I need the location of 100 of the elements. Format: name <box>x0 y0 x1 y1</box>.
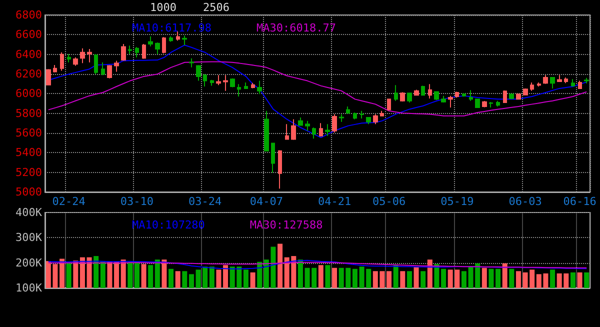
candlestick <box>114 60 119 72</box>
candlestick <box>94 54 98 75</box>
candlestick <box>564 76 568 84</box>
candlestick <box>503 90 507 104</box>
candlestick <box>312 126 316 140</box>
candlestick <box>319 122 323 137</box>
y-tick-label: 5800 <box>16 106 42 120</box>
x-tick-label: 05-19 <box>440 195 474 208</box>
candlestick <box>60 52 64 72</box>
candlestick <box>203 74 207 87</box>
candlestick <box>360 110 364 120</box>
text: 1000 <box>150 1 176 14</box>
candlestick <box>271 142 275 174</box>
candlestick <box>537 82 541 87</box>
x-tick-label: 04-07 <box>250 195 283 208</box>
candlestick <box>550 76 555 89</box>
candlestick <box>387 98 391 111</box>
series-label: MA10:6117.98 <box>132 22 212 34</box>
text: MA10:107280 <box>132 218 205 232</box>
candlestick <box>264 110 269 152</box>
candlestick <box>394 84 398 102</box>
candlestick <box>237 84 241 98</box>
y-tick-label: 200K <box>16 256 42 270</box>
candlestick <box>73 56 78 66</box>
candlestick <box>107 64 112 79</box>
text: MA30:127588 <box>250 218 323 232</box>
candlestick <box>182 35 187 46</box>
candlestick <box>339 114 344 122</box>
x-tick-label: 06-03 <box>508 195 542 208</box>
candlestick <box>441 95 446 104</box>
x-tick-label: 05-06 <box>372 195 406 208</box>
candlestick <box>571 78 575 87</box>
y-tick-label: 5000 <box>16 186 42 198</box>
y-tick-label: 6800 <box>16 8 42 22</box>
candlestick <box>305 120 310 132</box>
candlestick <box>67 54 71 63</box>
candlestick <box>469 90 473 102</box>
y-tick-label: 400K <box>16 206 42 219</box>
candlestick <box>121 44 126 62</box>
candlestick <box>298 117 303 126</box>
candlestick <box>155 42 160 55</box>
y-tick-label: 6200 <box>16 68 42 80</box>
candlestick <box>189 58 194 68</box>
candlestick <box>148 36 153 47</box>
y-tick-label: 6000 <box>16 87 42 100</box>
candlestick <box>448 95 453 108</box>
candlestick <box>434 90 439 101</box>
text: MA30:6018.77 <box>256 22 336 34</box>
candlestick <box>216 74 221 86</box>
candlestick <box>482 100 487 108</box>
candlestick <box>87 48 92 63</box>
candlestick <box>380 110 384 117</box>
candlestick <box>421 85 425 96</box>
y-tick-label: 5400 <box>16 146 42 160</box>
candlestick <box>543 74 548 84</box>
candlestick <box>80 48 85 64</box>
candlestick <box>428 84 432 99</box>
x-tick-label: 02-24 <box>52 195 86 208</box>
y-tick-label: 5200 <box>16 166 42 179</box>
candlestick <box>584 77 589 84</box>
candlestick <box>496 100 500 108</box>
x-tick-label: 06-16 <box>563 195 596 208</box>
y-tick-label: 6400 <box>16 48 42 61</box>
candlestick <box>210 79 214 86</box>
candlestick <box>400 92 405 102</box>
candlestick <box>176 30 180 42</box>
candlestick <box>128 45 132 55</box>
candlestick <box>169 36 173 42</box>
candlestick <box>332 114 337 134</box>
candlestick <box>557 74 562 82</box>
candlestick <box>46 68 51 86</box>
y-tick-label: 5600 <box>16 126 42 140</box>
candlestick <box>53 64 57 73</box>
candlestick <box>291 118 296 140</box>
y-tick-label: 300K <box>16 231 42 244</box>
candlestick <box>475 98 480 108</box>
candlestick <box>462 92 466 98</box>
candlestick <box>407 92 412 104</box>
candlestick <box>366 116 371 125</box>
x-tick-label: 03-24 <box>188 195 222 208</box>
text: 2506 <box>203 1 230 14</box>
candlestick <box>142 44 146 60</box>
candlestick <box>196 64 201 82</box>
candlestick <box>251 82 255 89</box>
candlestick <box>285 124 289 140</box>
candlestick <box>346 106 350 114</box>
candlestick <box>135 46 139 58</box>
candlestick <box>373 114 378 125</box>
candlestick <box>278 150 282 190</box>
candlestick <box>162 36 166 54</box>
x-tick-label: 03-10 <box>120 195 154 208</box>
y-tick-label: 100K <box>16 282 42 294</box>
candlestick <box>257 80 262 95</box>
candlestick <box>325 124 330 136</box>
x-tick-label: 04-21 <box>318 195 352 208</box>
candlestick <box>223 74 228 92</box>
candlestick <box>523 88 528 96</box>
candlestick <box>578 80 582 90</box>
candlestick <box>414 89 419 96</box>
candlestick <box>530 82 534 92</box>
